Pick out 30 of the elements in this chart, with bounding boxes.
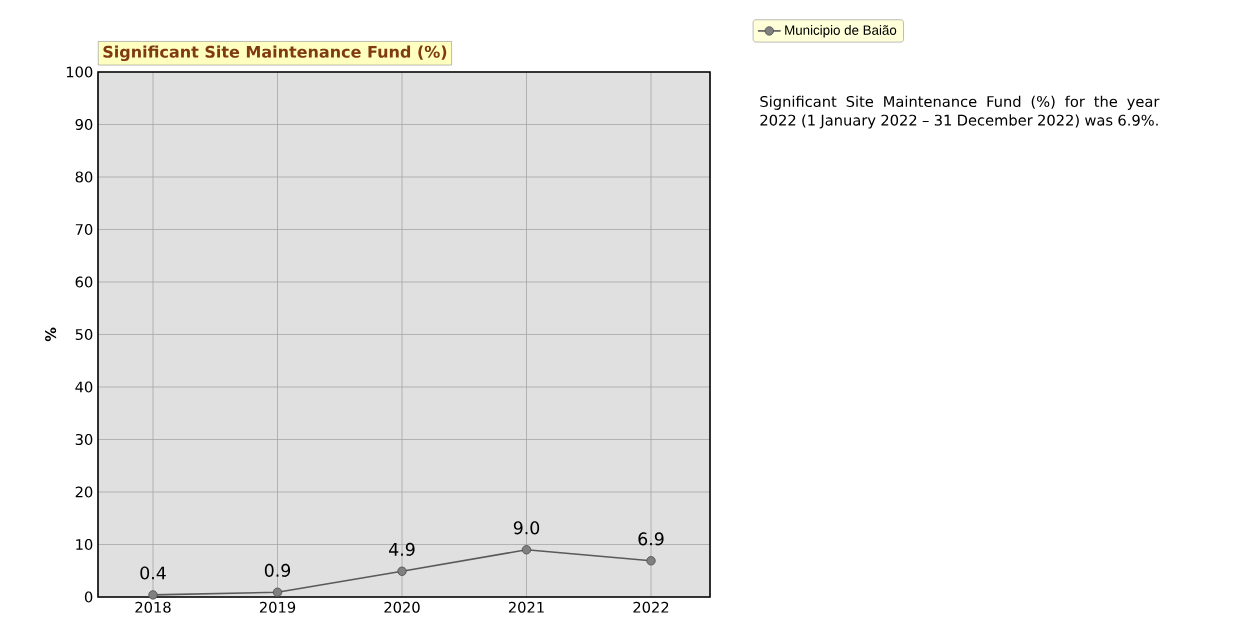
- x-tick-label: 2022: [633, 601, 669, 613]
- y-tick-label: 50: [75, 328, 93, 341]
- point: [646, 556, 656, 566]
- point: [272, 587, 283, 597]
- point: [521, 545, 532, 555]
- data-label: 4.9: [389, 542, 415, 556]
- data-label: 0.9: [264, 563, 291, 577]
- y-tick-label: 10: [76, 538, 93, 551]
- y-tick-label: 20: [75, 486, 93, 498]
- x-tick-label: 2021: [508, 601, 544, 613]
- data-label: 9.0: [513, 521, 540, 535]
- x-tick-label: 2018: [135, 601, 171, 613]
- data-label: 6.9: [638, 532, 664, 546]
- y-tick-label: 80: [75, 171, 93, 183]
- data-label: 0.4: [140, 566, 166, 580]
- y-tick-label: 70: [75, 223, 93, 236]
- text: Significant Site Maintenance Fund (%) for the year 2022 (1 January 2022 – 31 December 2022) was 6.9%.: [760, 95, 1160, 129]
- y-tick-label: 60: [75, 276, 93, 288]
- y-axis-title: %: [45, 327, 57, 342]
- legend-label: Municipio de Baião: [785, 25, 897, 38]
- x-tick-label: 2019: [259, 601, 296, 613]
- y-tick-label: 40: [75, 381, 93, 393]
- y-tick-label: 100: [66, 66, 93, 78]
- y-tick-label: 90: [75, 118, 93, 131]
- point: [148, 590, 158, 600]
- chart-title: Significant Site Maintenance Fund (%): [103, 45, 447, 62]
- y-tick-label: 30: [75, 433, 93, 446]
- point: [397, 566, 407, 576]
- x-tick-label: 2020: [384, 601, 420, 613]
- y-tick-label: 0: [84, 591, 93, 603]
